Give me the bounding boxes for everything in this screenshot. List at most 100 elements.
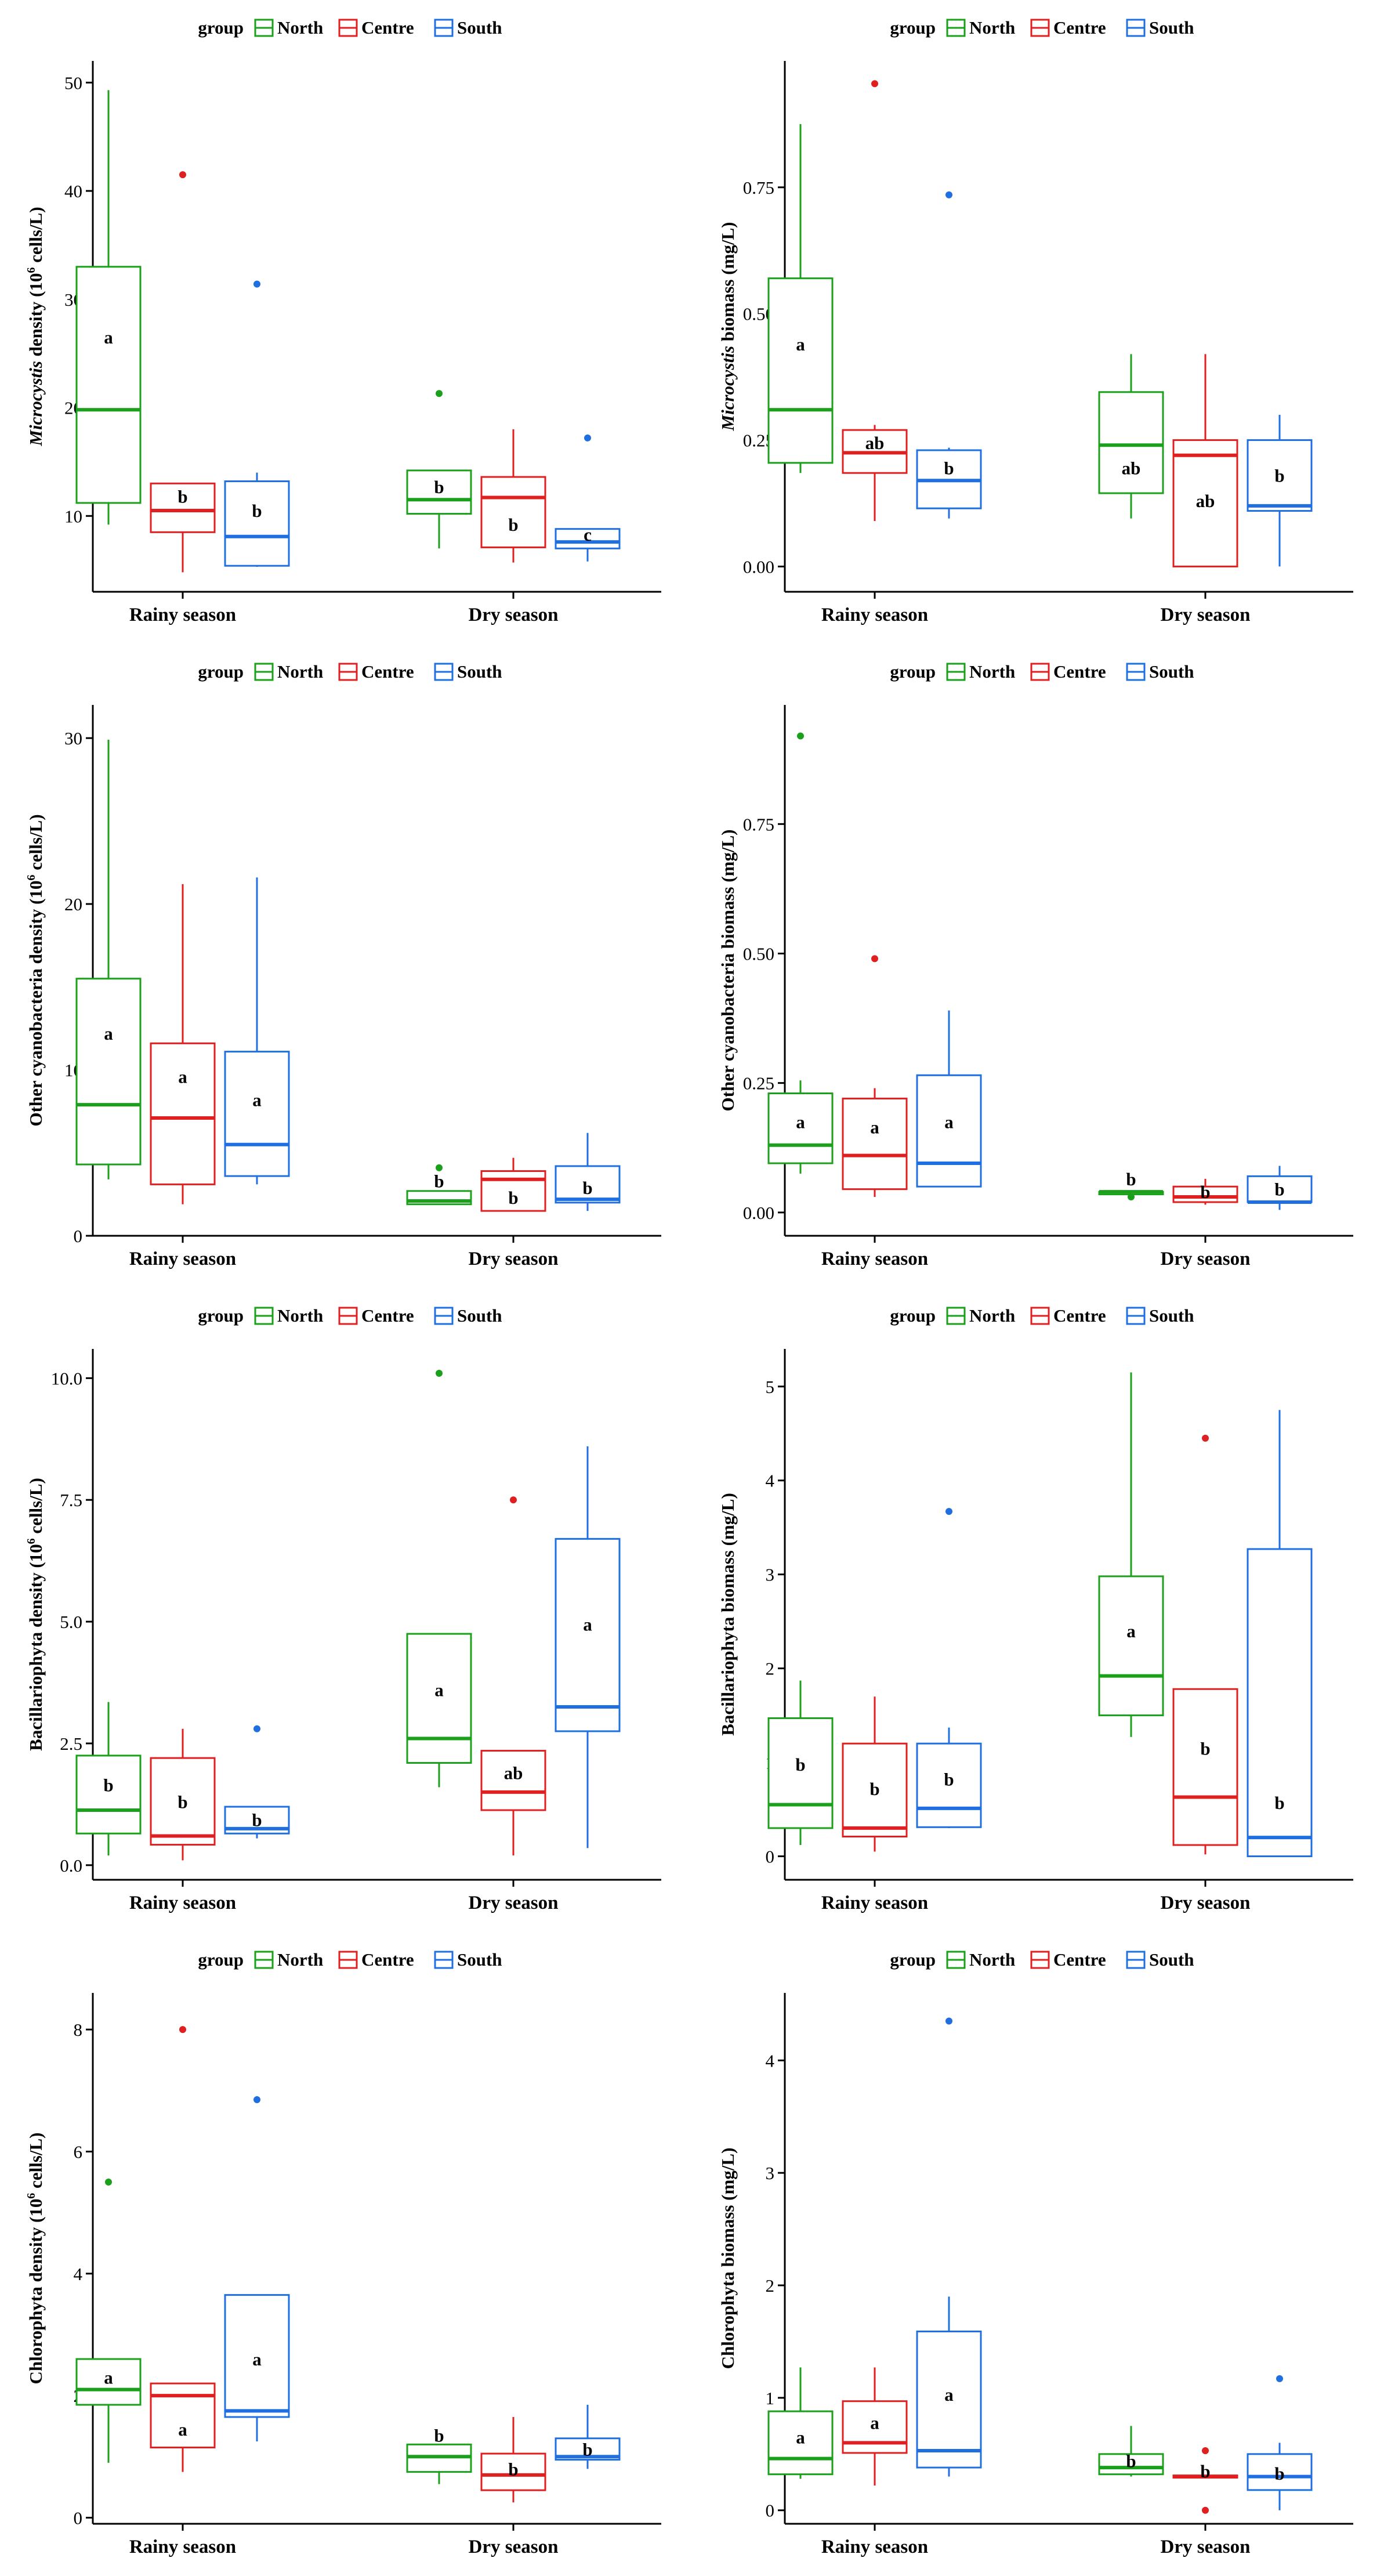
legend-key-centre[interactable]: Centre [338,1949,414,1970]
box-iqr [1247,2453,1313,2491]
significance-letter: b [1200,1738,1210,1759]
x-category-label: Dry season [469,1893,559,1913]
significance-letter: ab [865,433,885,453]
box-south-dry: b [1247,2375,1313,2510]
legend-key-north[interactable]: North [254,17,323,38]
significance-letter: a [796,334,805,354]
legend-key-north[interactable]: North [946,661,1015,682]
legend-key-south[interactable]: South [434,1305,502,1326]
significance-letter: b [508,2459,518,2479]
box-south-dry: c [555,434,621,562]
y-tick-label: 7.5 [60,1490,82,1510]
box-south-rainy: b [916,191,982,519]
legend-key-centre[interactable]: Centre [1030,1949,1106,1970]
significance-letter: b [252,1810,262,1830]
legend-key-north[interactable]: North [946,1305,1015,1326]
panel-other-cyano-biomass: group North Centre South 0.00 0.25 0.50 0.75 Oth… [692,644,1384,1288]
significance-letter: b [869,1779,879,1799]
legend-title: group [890,17,936,38]
box-north-dry: ab [1098,354,1164,519]
x-category-label: Rainy season [129,605,236,625]
x-category-label: Rainy season [821,1249,928,1269]
y-tick-label: 40 [64,181,82,201]
legend-key-south[interactable]: South [1126,1949,1194,1970]
legend-label-north: North [969,1949,1015,1970]
significance-letter: b [1200,1182,1210,1202]
legend-key-centre[interactable]: Centre [1030,17,1106,38]
box-north-dry: b [406,390,472,549]
legend-key-south[interactable]: South [434,17,502,38]
box-centre-rainy: b [150,1728,216,1861]
legend-label-north: North [277,17,323,38]
legend-key-north[interactable]: North [254,661,323,682]
box-north-rainy: a [767,732,834,1174]
box-centre-rainy: b [150,171,216,573]
x-category-label: Rainy season [821,605,928,625]
legend-key-south[interactable]: South [1126,1305,1194,1326]
legend: group North Centre South [198,1949,502,1970]
box-iqr [1098,391,1164,494]
panel-chlorophyta-biomass: group North Centre South 0 1 2 3 4 Chlorophyta bi… [692,1932,1384,2576]
y-tick-label: 0.50 [743,943,774,964]
y-tick-label: 0 [766,1847,775,1867]
legend-label-south: South [1149,1305,1194,1326]
y-axis-label-suffix: cells/L) [26,207,46,267]
chart-svg: group North Centre South 0 1 2 3 4 Chlorophyta bi… [718,1949,1353,2557]
outlier-point [1202,2506,1209,2514]
legend-label-south: South [457,661,502,682]
y-tick-label: 6 [74,2141,83,2162]
box-centre-dry: ab [480,1496,546,1856]
x-category-label: Rainy season [821,1893,928,1913]
legend-title: group [890,661,936,682]
y-axis-label-main: Chlorophyta biomass (mg/L) [718,2148,738,2369]
outlier-point [945,2017,952,2025]
y-axis-label-main: Chlorophyta density (10 [26,2199,46,2385]
legend-label-centre: Centre [1053,17,1106,38]
box-north-dry: a [1098,1372,1164,1737]
y-tick-label: 1 [766,2388,775,2408]
y-tick-label: 10.0 [51,1368,82,1388]
legend-key-centre[interactable]: Centre [338,661,414,682]
y-axis-label: Bacillariophyta biomass (mg/L) [718,1493,738,1736]
y-tick-label: 3 [766,1565,775,1585]
box-iqr [1247,1548,1313,1858]
outlier-point [1202,2447,1209,2454]
legend-label-north: North [969,17,1015,38]
outlier-point [105,2179,112,2186]
y-axis-label-main: density (10 [26,273,46,361]
legend-key-centre[interactable]: Centre [1030,1305,1106,1326]
y-axis-label: Other cyanobacteria biomass (mg/L) [718,830,738,1112]
legend-label-centre: Centre [361,17,414,38]
outlier-point [436,1369,443,1377]
legend-key-south[interactable]: South [1126,17,1194,38]
y-tick-label: 4 [74,2264,83,2284]
box-north-dry: b [1098,2426,1164,2477]
legend-key-south[interactable]: South [434,661,502,682]
y-axis-label-italic: Microcystis [718,346,738,431]
box-south-rainy: a [224,2096,290,2442]
box-north-rainy: b [767,1680,834,1846]
outlier-point [1202,1434,1209,1442]
outlier-point [871,955,878,963]
legend-key-centre[interactable]: Centre [338,17,414,38]
y-tick-label: 0.25 [743,1073,774,1094]
legend-key-centre[interactable]: Centre [1030,661,1106,682]
legend: group North Centre South [890,661,1194,682]
y-tick-label: 5.0 [60,1612,82,1632]
legend: group North Centre South [890,1305,1194,1326]
legend-key-centre[interactable]: Centre [338,1305,414,1326]
box-south-rainy: b [224,280,290,567]
chart-svg: group North Centre South 0.00 0.25 0.50 0.75Oth… [718,661,1353,1269]
legend-key-north[interactable]: North [946,1949,1015,1970]
box-iqr [555,1165,621,1204]
box-iqr [842,1742,908,1838]
legend-key-north[interactable]: North [254,1949,323,1970]
legend-key-north[interactable]: North [946,17,1015,38]
y-tick-label: 4 [766,2050,775,2071]
legend-key-north[interactable]: North [254,1305,323,1326]
box-iqr [916,1742,982,1828]
legend-key-south[interactable]: South [434,1949,502,1970]
significance-letter: c [584,524,592,545]
legend-label-centre: Centre [361,1305,414,1326]
legend-key-south[interactable]: South [1126,661,1194,682]
